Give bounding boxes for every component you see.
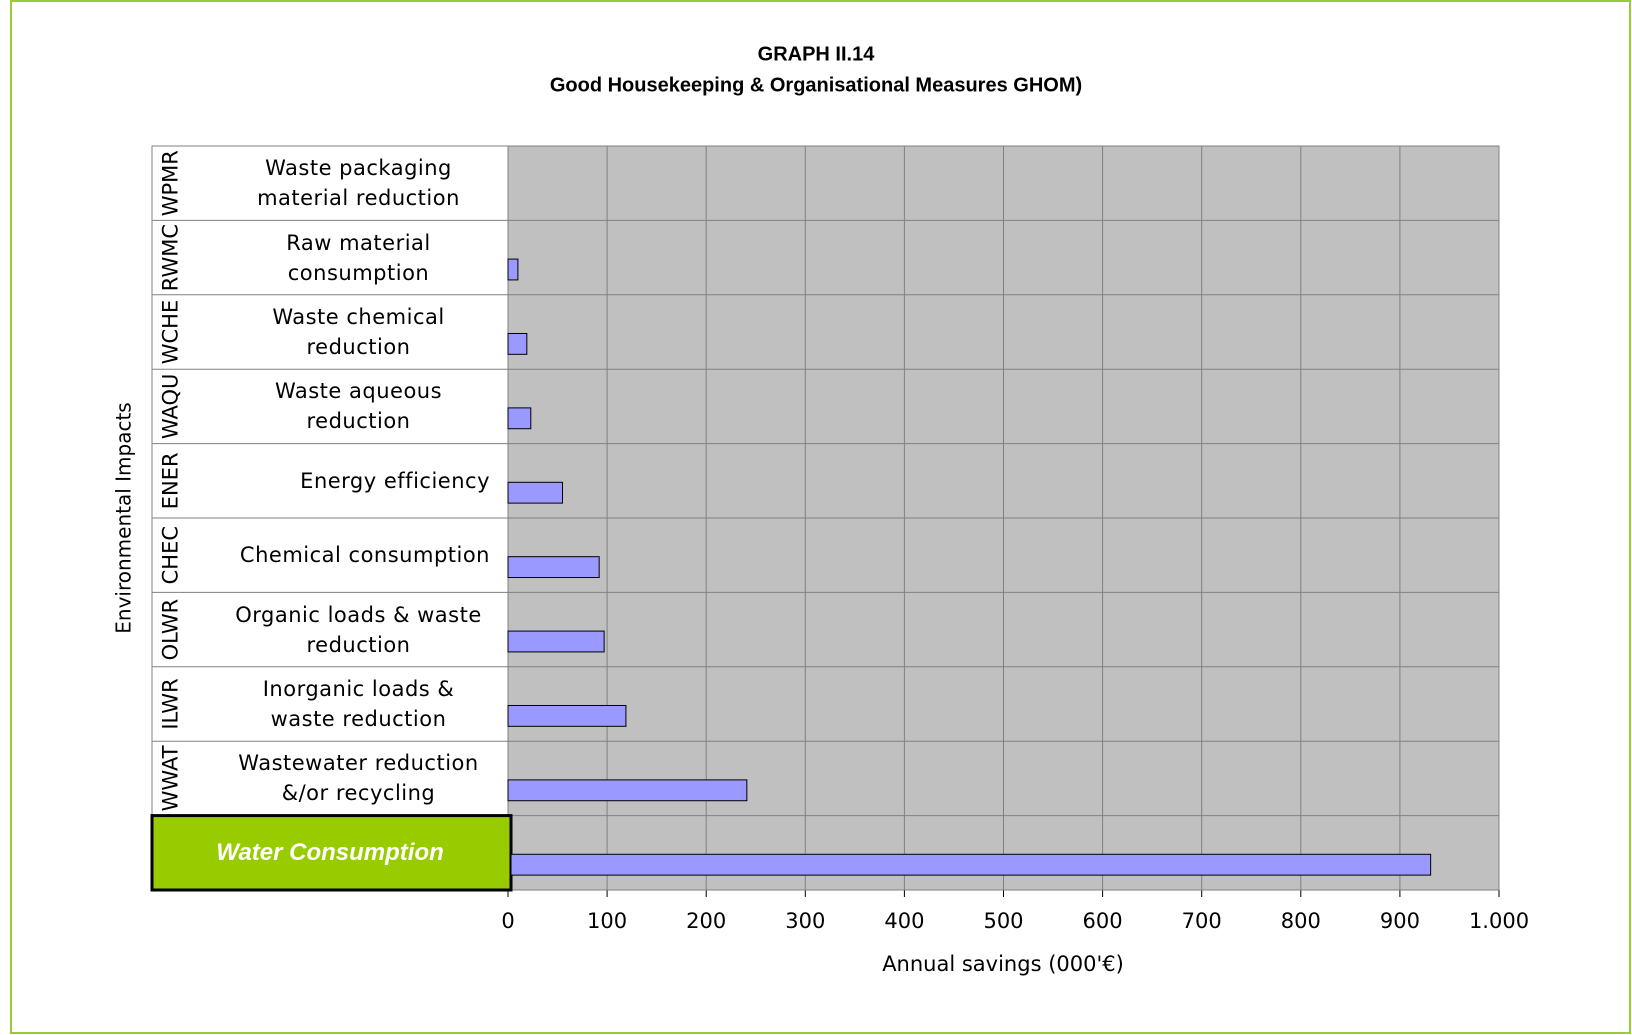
category-cell: Wastewater reduction &/or recycling <box>238 751 479 806</box>
y-tick-label: Inorganic loads & waste reduction <box>262 676 455 731</box>
x-tick-label: 100 <box>587 909 627 933</box>
x-tick-label: 300 <box>785 909 825 933</box>
y-tick-label: Waste aqueous reduction <box>274 379 443 434</box>
category-cell: Energy efficiency <box>300 468 490 493</box>
highlight-box <box>150 814 513 892</box>
frame <box>10 0 1631 1034</box>
bar <box>507 704 627 727</box>
bar <box>510 853 1432 876</box>
category-code: WCHE <box>159 300 183 365</box>
y-tick-label: Organic loads & waste reduction <box>235 602 482 657</box>
category-cell: Waste chemical reduction <box>272 304 445 359</box>
category-cell: Raw material consumption <box>286 230 431 285</box>
bar <box>507 258 519 281</box>
x-axis-title: Annual savings (000'€) <box>882 952 1124 976</box>
x-tick-label: 600 <box>1083 909 1123 933</box>
category-cell: Organic loads & waste reduction <box>235 602 482 657</box>
bar <box>507 556 600 579</box>
y-tick-label: Wastewater reduction &/or recycling <box>238 751 479 806</box>
y-tick-label: Water Consumption <box>216 838 444 866</box>
category-code: OLWR <box>159 599 183 661</box>
bar <box>507 407 532 430</box>
bar <box>507 630 605 653</box>
category-code: ENER <box>159 452 183 509</box>
y-tick-label: Waste packaging material reduction <box>257 156 460 211</box>
x-tick-label: 1.000 <box>1469 909 1529 933</box>
bar <box>507 332 528 355</box>
x-tick-label: 500 <box>983 909 1023 933</box>
y-axis-title: Environmental Impacts <box>112 402 136 633</box>
category-code: ILWR <box>159 678 183 729</box>
x-tick-label: 0 <box>501 909 514 933</box>
y-tick-label: Waste chemical reduction <box>272 304 445 359</box>
category-code: WPMR <box>159 150 183 216</box>
category-code: RWMC <box>159 224 183 291</box>
category-code: CHEC <box>159 526 183 584</box>
x-tick-label: 800 <box>1281 909 1321 933</box>
category-code: WWAT <box>159 745 183 811</box>
category-cell: Chemical consumption <box>239 543 490 568</box>
category-cell: Water Consumption <box>216 838 444 866</box>
y-tick-label: Energy efficiency <box>300 468 490 493</box>
y-tick-label: Raw material consumption <box>286 230 431 285</box>
category-cell: Waste aqueous reduction <box>274 379 443 434</box>
x-tick-label: 700 <box>1182 909 1222 933</box>
bar <box>507 481 564 504</box>
y-tick-label: Chemical consumption <box>239 543 490 568</box>
category-code: WAQU <box>159 374 183 440</box>
x-tick-label: 900 <box>1380 909 1420 933</box>
category-cell: Inorganic loads & waste reduction <box>262 676 455 731</box>
bar <box>507 779 748 802</box>
category-cell: Waste packaging material reduction <box>257 156 460 211</box>
chart-subtitle: Good Housekeeping & Organisational Measu… <box>550 74 1082 96</box>
chart-title: GRAPH II.14 <box>758 43 876 65</box>
x-tick-label: 200 <box>686 909 726 933</box>
x-tick-label: 400 <box>884 909 924 933</box>
